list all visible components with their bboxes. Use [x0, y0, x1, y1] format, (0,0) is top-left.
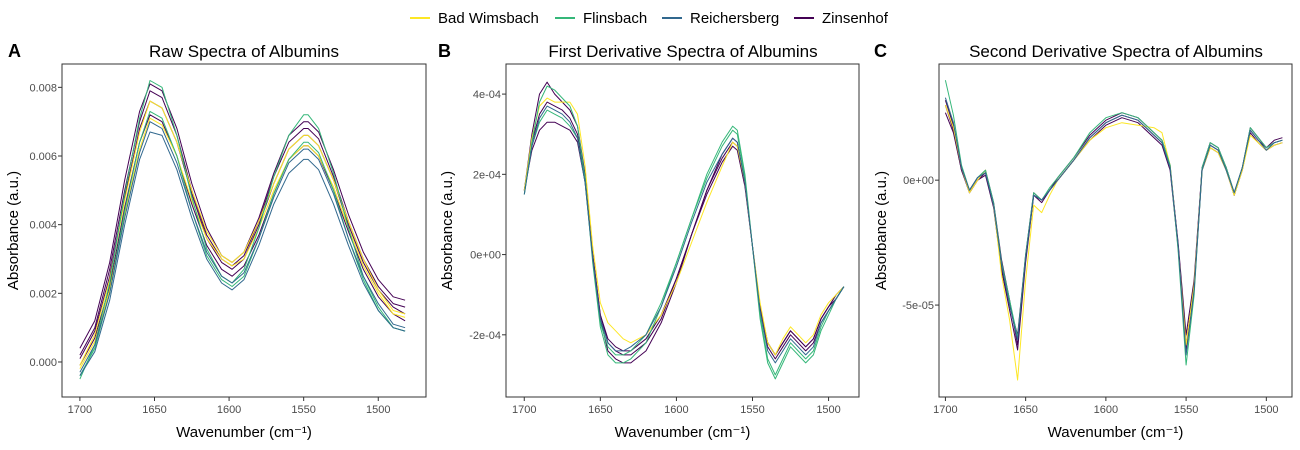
- spectrum-line: [79, 121, 406, 373]
- y-tick-label: 0.000: [29, 357, 57, 369]
- x-tick-label: 1700: [512, 404, 536, 416]
- spectrum-line: [944, 97, 1283, 356]
- spectrum-line: [79, 100, 406, 366]
- panel-title: Second Derivative Spectra of Albumins: [969, 42, 1263, 61]
- panel-title: First Derivative Spectra of Albumins: [548, 42, 817, 61]
- x-tick-label: 1700: [933, 404, 957, 416]
- y-tick-label: 2e-04: [473, 169, 501, 181]
- x-tick-label: 1550: [291, 404, 315, 416]
- x-tick-label: 1600: [664, 404, 688, 416]
- y-axis-title: Absorbance (a.u.): [873, 171, 890, 290]
- x-axis-title: Wavenumber (cm⁻¹): [1048, 424, 1184, 441]
- plot-frame: [505, 63, 860, 398]
- chart-panel: A Raw Spectra of Albumins 1700 1650 1600 1550…: [5, 41, 427, 441]
- x-tick-label: 1650: [142, 404, 166, 416]
- y-axis-title: Absorbance (a.u.): [5, 171, 22, 290]
- x-tick-label: 1550: [740, 404, 764, 416]
- chart-panels: A Raw Spectra of Albumins 1700 1650 1600 1550…: [5, 41, 1293, 441]
- x-tick-label: 1550: [1174, 404, 1198, 416]
- legend-label: Reichersberg: [690, 10, 779, 27]
- spectrum-line: [523, 121, 845, 356]
- legend-item: Bad Wimsbach: [410, 10, 539, 27]
- x-tick-label: 1500: [1254, 404, 1278, 416]
- spectra: [523, 81, 845, 380]
- spectrum-line: [523, 105, 845, 364]
- spectrum-line: [523, 101, 845, 356]
- y-tick-label: 0.006: [29, 151, 57, 163]
- legend-label: Flinsbach: [583, 10, 647, 27]
- spectrum-line: [79, 83, 406, 349]
- y-tick-label: -5e-05: [902, 300, 934, 312]
- x-axis-title: Wavenumber (cm⁻¹): [176, 424, 312, 441]
- legend-item: Reichersberg: [662, 10, 779, 27]
- y-tick-label: 0.002: [29, 288, 57, 300]
- legend-item: Flinsbach: [555, 10, 647, 27]
- y-tick-label: 4e-04: [473, 89, 501, 101]
- panel-title: Raw Spectra of Albumins: [149, 42, 339, 61]
- chart-panel: B First Derivative Spectra of Albumins 170…: [438, 41, 860, 441]
- spectra: [944, 80, 1283, 381]
- legend-label: Zinsenhof: [822, 10, 889, 27]
- x-tick-label: 1500: [816, 404, 840, 416]
- plot-frame: [938, 63, 1293, 398]
- y-tick-label: 0.004: [29, 220, 57, 232]
- x-axis-title: Wavenumber (cm⁻¹): [615, 424, 751, 441]
- y-tick-label: 0e+00: [470, 250, 501, 262]
- spectrum-line: [944, 105, 1283, 381]
- spectrum-line: [79, 90, 406, 356]
- spectrum-line: [79, 100, 406, 359]
- x-tick-label: 1600: [217, 404, 241, 416]
- panel-tag: A: [8, 41, 21, 61]
- legend-item: Zinsenhof: [794, 10, 889, 27]
- x-tick-label: 1650: [588, 404, 612, 416]
- legend-label: Bad Wimsbach: [438, 10, 539, 27]
- spectrum-line: [79, 131, 406, 376]
- spectrum-line: [523, 97, 845, 356]
- x-tick-label: 1650: [1013, 404, 1037, 416]
- y-tick-label: -2e-04: [469, 330, 501, 342]
- legend: Bad Wimsbach Flinsbach Reichersberg Zinsenh…: [410, 10, 889, 27]
- y-tick-label: 0.008: [29, 82, 57, 94]
- y-axis-title: Absorbance (a.u.): [439, 171, 456, 290]
- panel-tag: B: [438, 41, 451, 61]
- chart-panel: C Second Derivative Spectra of Albumins 17…: [873, 41, 1293, 441]
- panel-tag: C: [874, 41, 887, 61]
- x-tick-label: 1700: [68, 404, 92, 416]
- x-tick-label: 1500: [366, 404, 390, 416]
- spectrum-line: [523, 109, 845, 376]
- spectrum-line: [79, 80, 406, 380]
- plot-frame: [61, 63, 427, 398]
- x-tick-label: 1600: [1094, 404, 1118, 416]
- spectra: [79, 80, 406, 380]
- y-tick-label: 0e+00: [903, 175, 934, 187]
